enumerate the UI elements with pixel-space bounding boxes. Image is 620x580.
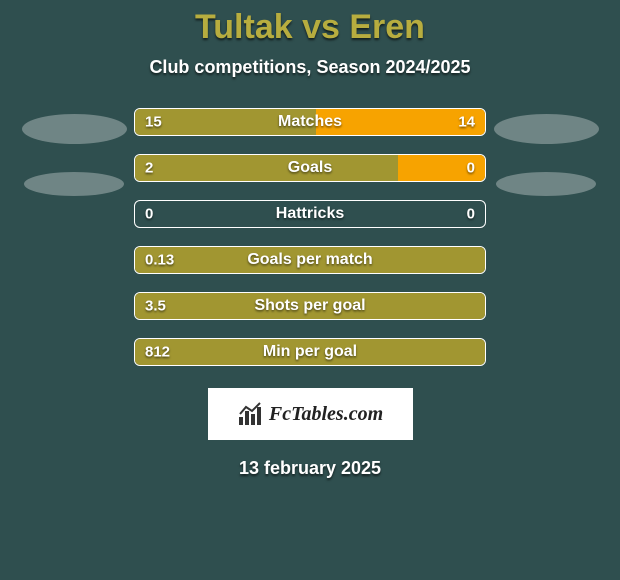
left-player-col [14, 108, 134, 366]
left-player-shadow-2 [24, 172, 124, 196]
left-value: 0 [145, 206, 153, 223]
stat-label: Goals [288, 159, 332, 177]
stat-label: Hattricks [276, 205, 344, 223]
right-value: 0 [467, 206, 475, 223]
left-value: 0.13 [145, 252, 174, 269]
bar-fill-left [135, 155, 398, 181]
stat-row: 812 Min per goal [134, 338, 486, 366]
stat-row: 15 Matches 14 [134, 108, 486, 136]
left-value: 15 [145, 114, 162, 131]
logo-plate: FcTables.com [208, 388, 413, 440]
stat-label: Shots per goal [254, 297, 365, 315]
comparison-infographic: Tultak vs Eren Club competitions, Season… [0, 0, 620, 580]
right-player-col [486, 108, 606, 366]
stat-label: Goals per match [247, 251, 372, 269]
left-value: 3.5 [145, 298, 166, 315]
page-subtitle: Club competitions, Season 2024/2025 [149, 57, 470, 78]
stat-label: Matches [278, 113, 342, 131]
fctables-logo-icon [237, 401, 265, 427]
stat-row: 0 Hattricks 0 [134, 200, 486, 228]
page-title: Tultak vs Eren [195, 8, 425, 47]
bars-column: 15 Matches 14 2 Goals 0 0 Hattricks 0 0.13 Goals p… [134, 108, 486, 366]
left-value: 2 [145, 160, 153, 177]
stat-row: 2 Goals 0 [134, 154, 486, 182]
logo-text: FcTables.com [269, 403, 383, 426]
right-value: 0 [467, 160, 475, 177]
stat-label: Min per goal [263, 343, 357, 361]
date-line: 13 february 2025 [239, 458, 381, 479]
left-value: 812 [145, 344, 170, 361]
stat-row: 3.5 Shots per goal [134, 292, 486, 320]
right-player-shadow-2 [496, 172, 596, 196]
left-player-shadow-1 [22, 114, 127, 144]
chart-area: 15 Matches 14 2 Goals 0 0 Hattricks 0 0.13 Goals p… [0, 108, 620, 366]
right-value: 14 [458, 114, 475, 131]
stat-row: 0.13 Goals per match [134, 246, 486, 274]
right-player-shadow-1 [494, 114, 599, 144]
